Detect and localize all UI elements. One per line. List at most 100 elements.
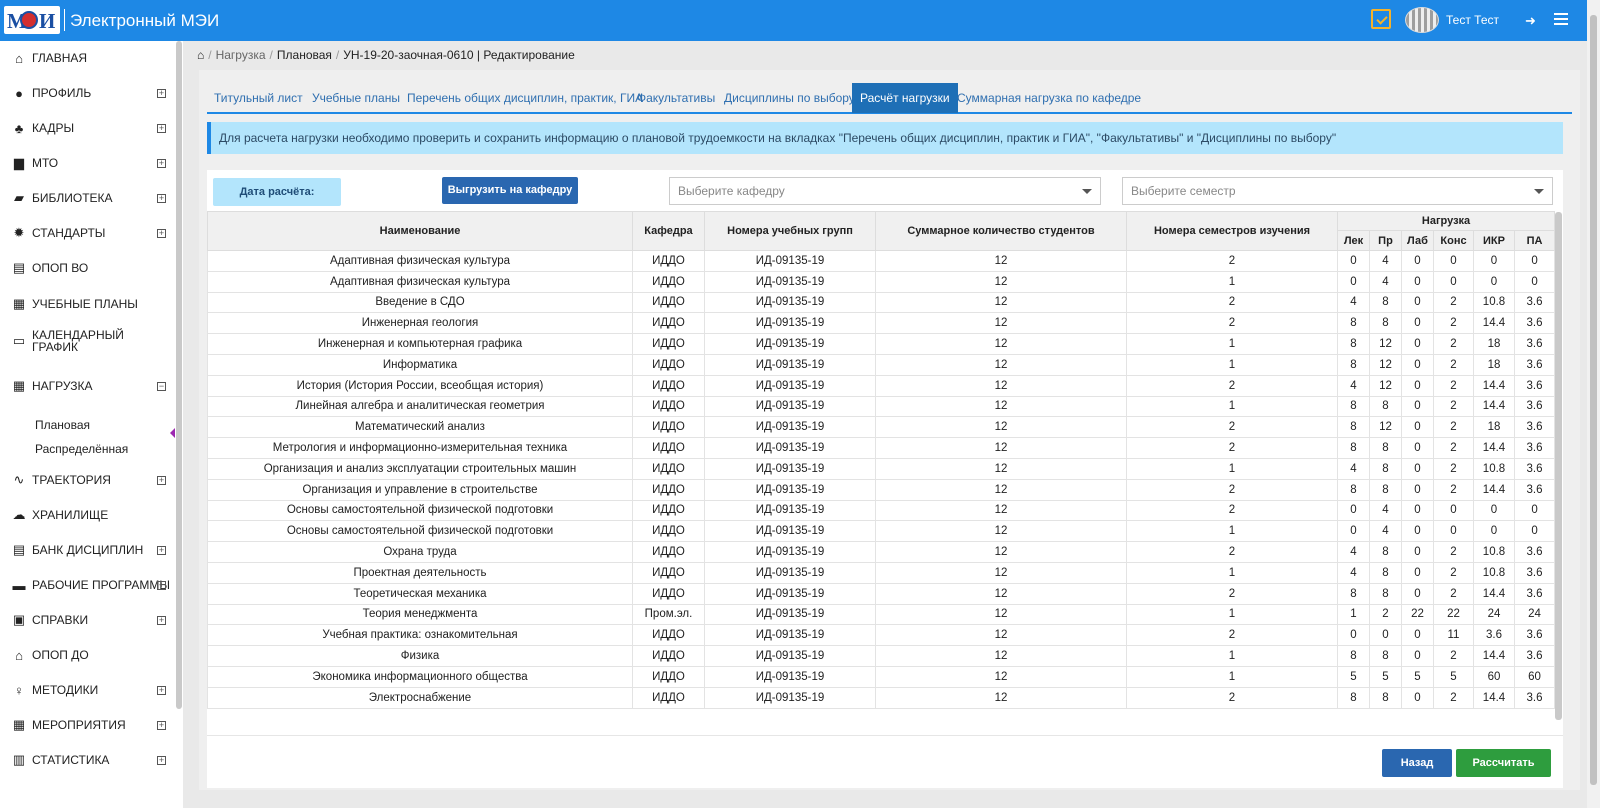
table-row[interactable]: Математический анализ ИДДО ИД-09135-19 12 2 8… [207, 416, 1556, 439]
sidebar-item-discipline-bank[interactable]: ▤ БАНК ДИСЦИПЛИН + [0, 533, 176, 567]
tab-general-disciplines[interactable]: Перечень общих дисциплин, практик, ГИА [407, 91, 644, 105]
table-row[interactable]: Экономика информационного общества ИДДО ИД… [207, 665, 1556, 688]
sidebar-item-references[interactable]: ▣ СПРАВКИ + [0, 603, 176, 637]
table-row[interactable]: Организация и анализ эксплуатации строит… [207, 457, 1556, 480]
cell-lectures: 8 [1337, 416, 1370, 439]
expand-icon[interactable]: + [157, 157, 166, 168]
sidebar-item-work-programs[interactable]: ▬ РАБОЧИЕ ПРОГРАММЫ + [0, 568, 176, 602]
sidebar-item-trajectory[interactable]: ∿ ТРАЕКТОРИЯ + [0, 463, 176, 497]
table-row[interactable]: Физика ИДДО ИД-09135-19 12 1 8 8 0 2 14.4 3.6 [207, 645, 1556, 667]
semester-select[interactable]: Выберите семестр [1122, 177, 1553, 205]
expand-icon[interactable]: + [157, 754, 166, 765]
sidebar-scrollbar[interactable] [176, 41, 182, 709]
tab-optional-disciplines[interactable]: Дисциплины по выбору [724, 91, 855, 105]
cell-consultations: 2 [1433, 478, 1474, 501]
table-row[interactable]: Адаптивная физическая культура ИДДО ИД-091… [207, 270, 1556, 293]
sidebar-subitem-distributed[interactable]: Распределённая [35, 442, 129, 456]
table-row[interactable]: Учебная практика: ознакомительная ИДДО ИД-… [207, 624, 1556, 647]
export-to-department-button[interactable]: Выгрузить на кафедру [442, 177, 578, 204]
sidebar-item-load[interactable]: ▦ НАГРУЗКА − [0, 369, 176, 403]
sidebar-item-profile[interactable]: ● ПРОФИЛЬ + [0, 76, 176, 110]
sidebar-item-opop-do[interactable]: ⌂ ОПОП ДО [0, 638, 176, 672]
tab-department-total[interactable]: Суммарная нагрузка по кафедре [957, 91, 1142, 105]
user-name[interactable]: Тест Тест [1446, 13, 1499, 27]
sidebar-item-events[interactable]: ▦ МЕРОПРИЯТИЯ + [0, 708, 176, 742]
table-row[interactable]: Организация и управление в строительстве… [207, 478, 1556, 501]
calculation-date-badge: Дата расчёта: 01.12.2020 [213, 178, 341, 226]
sidebar-item-home[interactable]: ⌂ ГЛАВНАЯ [0, 41, 176, 75]
expand-icon[interactable]: + [157, 614, 166, 625]
table-row[interactable]: Введение в СДО ИДДО ИД-09135-19 12 2 4 8 0 2 10.8… [207, 291, 1556, 314]
table-row[interactable]: История (История России, всеобщая истори… [207, 374, 1556, 397]
expand-icon[interactable]: + [157, 684, 166, 695]
sidebar-item-curricula[interactable]: ▦ УЧЕБНЫЕ ПЛАНЫ [0, 287, 176, 321]
table-row[interactable]: Инженерная геология ИДДО ИД-09135-19 12 2 8 8 0… [207, 312, 1556, 335]
col-groups[interactable]: Номера учебных групп [704, 211, 876, 251]
col-labs[interactable]: Лаб [1401, 230, 1434, 251]
table-row[interactable]: Теория менеджмента Пром.эл. ИД-09135-19 12 1… [207, 603, 1556, 626]
col-pa[interactable]: ПА [1513, 230, 1556, 251]
sidebar-item-methods[interactable]: ♀ МЕТОДИКИ + [0, 673, 176, 707]
sidebar-item-statistics[interactable]: ▥ СТАТИСТИКА + [0, 743, 176, 777]
cell-students: 12 [875, 499, 1127, 522]
table-row[interactable]: Линейная алгебра и аналитическая геометр… [207, 395, 1556, 418]
page-scrollbar[interactable] [1587, 0, 1600, 808]
expand-icon[interactable]: + [157, 87, 166, 98]
table-row[interactable]: Проектная деятельность ИДДО ИД-09135-19 12 1… [207, 561, 1556, 584]
table-row[interactable]: Информатика ИДДО ИД-09135-19 12 1 8 12 0 2 18 3.6 [207, 353, 1556, 376]
col-dept[interactable]: Кафедра [632, 211, 705, 251]
expand-icon[interactable]: + [157, 579, 166, 590]
sidebar-item-mto[interactable]: ▆ МТО + [0, 146, 176, 180]
sidebar-item-opop-vo[interactable]: ▤ ОПОП ВО [0, 251, 176, 285]
tab-load-calculation[interactable]: Расчёт нагрузки [852, 83, 958, 113]
tab-electives[interactable]: Факультативы [637, 91, 716, 105]
breadcrumb-item-load[interactable]: Нагрузка [215, 48, 266, 62]
calculate-button[interactable]: Рассчитать [1456, 749, 1551, 777]
collapse-icon[interactable]: − [157, 380, 166, 391]
logout-icon[interactable]: ➜ [1525, 13, 1536, 28]
sidebar-subitem-planned[interactable]: Плановая [35, 418, 91, 432]
expand-icon[interactable]: + [157, 122, 166, 133]
expand-icon[interactable]: + [157, 227, 166, 238]
col-ikr[interactable]: ИКР [1473, 230, 1515, 251]
sidebar-item-library[interactable]: ▰ БИБЛИОТЕКА + [0, 181, 176, 215]
table-row[interactable]: Адаптивная физическая культура ИДДО ИД-091… [207, 250, 1556, 272]
table-row[interactable]: Электроснабжение ИДДО ИД-09135-19 12 2 8 8 0 2 14… [207, 686, 1556, 709]
expand-icon[interactable]: + [157, 544, 166, 555]
table-row[interactable]: Основы самостоятельной физической подгот… [207, 499, 1556, 522]
col-semesters[interactable]: Номера семестров изучения [1126, 211, 1338, 251]
hamburger-icon[interactable] [1554, 13, 1568, 25]
table-scrollbar[interactable] [1555, 212, 1562, 720]
tab-curricula[interactable]: Учебные планы [312, 91, 400, 105]
mei-logo[interactable]: М И [4, 6, 60, 34]
table-row[interactable]: Основы самостоятельной физической подгот… [207, 520, 1556, 543]
expand-icon[interactable]: + [157, 192, 166, 203]
expand-icon[interactable]: + [157, 719, 166, 730]
col-consultations[interactable]: Конс [1433, 230, 1474, 251]
breadcrumb-item-planned[interactable]: Плановая [276, 48, 332, 62]
sidebar-item-calendar-schedule[interactable]: ▭ КАЛЕНДАРНЫЙ ГРАФИК [0, 324, 176, 358]
table-row[interactable]: Метрология и информационно-измерительная… [207, 437, 1556, 459]
app-title[interactable]: Электронный МЭИ [70, 11, 220, 30]
sidebar-item-label: ОПОП ДО [32, 648, 89, 662]
col-name[interactable]: Наименование [207, 211, 633, 251]
tab-title-page[interactable]: Титульный лист [214, 91, 303, 105]
back-button[interactable]: Назад [1382, 749, 1452, 777]
avatar[interactable] [1405, 7, 1439, 33]
col-students[interactable]: Суммарное количество студентов [875, 211, 1127, 251]
table-row[interactable]: Инженерная и компьютерная графика ИДДО ИД-… [207, 333, 1556, 355]
sidebar-item-standards[interactable]: ✹ СТАНДАРТЫ + [0, 216, 176, 250]
col-practice[interactable]: Пр [1369, 230, 1402, 251]
table-row[interactable]: Охрана труда ИДДО ИД-09135-19 12 2 4 8 0 2 10.8 3.… [207, 541, 1556, 563]
home-icon[interactable]: ⌂ [197, 48, 205, 62]
department-select[interactable]: Выберите кафедру [669, 177, 1101, 205]
expand-icon[interactable]: + [157, 474, 166, 485]
calendar-check-icon[interactable] [1371, 9, 1391, 29]
cell-pa: 0 [1513, 499, 1556, 522]
col-lectures[interactable]: Лек [1337, 230, 1370, 251]
sidebar-item-staff[interactable]: ♣ КАДРЫ + [0, 111, 176, 145]
cell-practice: 4 [1369, 250, 1402, 272]
page-scrollbar-thumb[interactable] [1590, 15, 1597, 785]
table-row[interactable]: Теоретическая механика ИДДО ИД-09135-19 12 2… [207, 582, 1556, 605]
sidebar-item-storage[interactable]: ☁ ХРАНИЛИЩЕ [0, 498, 176, 532]
